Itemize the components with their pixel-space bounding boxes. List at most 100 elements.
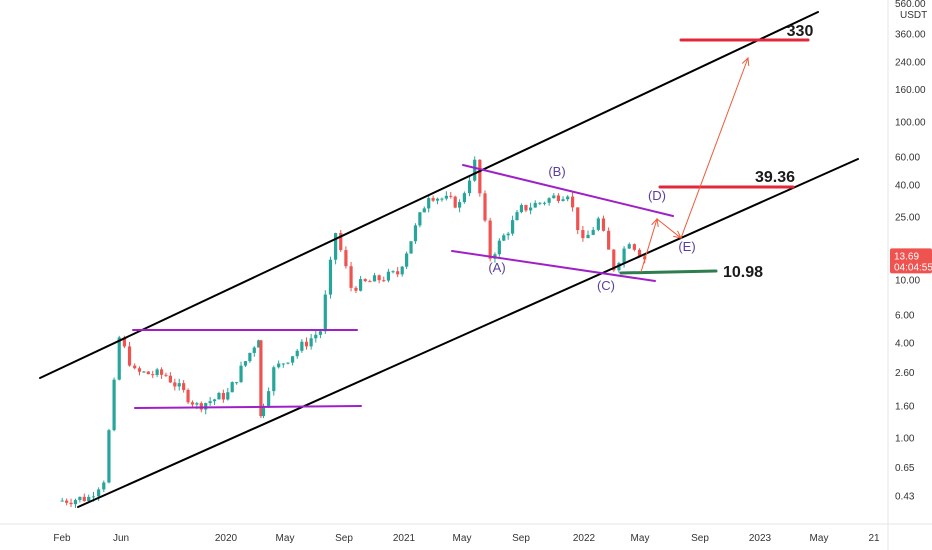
forecast-arrow-target — [741, 56, 750, 67]
candle-body — [97, 489, 101, 497]
price-tick-label: 2.60 — [895, 368, 915, 379]
candle-body — [78, 496, 82, 501]
candle-body — [146, 371, 150, 375]
candle-body — [596, 218, 600, 230]
candle-body — [295, 350, 299, 357]
candle-body — [173, 382, 177, 387]
wave-label: (A) — [488, 260, 505, 275]
candle-body — [226, 392, 230, 400]
candle-body — [538, 202, 542, 204]
candle-body — [473, 159, 477, 181]
currency-label: USDT — [900, 10, 927, 21]
candle-body — [328, 259, 333, 295]
candle-body — [339, 233, 343, 251]
candle-body — [386, 271, 391, 281]
price-tick-label: 4.00 — [895, 338, 915, 349]
candle-body — [239, 365, 243, 383]
candle-body — [542, 202, 547, 204]
triangle-upper-line — [462, 164, 674, 217]
annotations: (A) (B) (C) (D) (E) 330 39.36 10.98 — [488, 23, 813, 293]
candle-body — [502, 235, 506, 241]
candle-body — [73, 500, 78, 505]
candle-body — [561, 199, 565, 202]
candle-body — [576, 207, 580, 231]
candle-body — [82, 496, 86, 502]
candle-body — [556, 195, 561, 202]
drawings — [39, 11, 859, 508]
range-bottom-line — [134, 405, 362, 409]
candle-body — [217, 393, 221, 400]
candle-body — [453, 196, 457, 208]
time-tick-label: 21 — [868, 533, 880, 544]
candle-body — [363, 279, 367, 282]
candle-body — [127, 346, 132, 366]
candle-body — [524, 205, 528, 211]
candle-body — [601, 218, 606, 231]
time-axis[interactable]: Feb Jun 2020 May Sep 2021 May Sep 2022 May Sep 2023… — [0, 523, 932, 544]
wave-label: (D) — [648, 188, 666, 203]
candle-body — [382, 280, 386, 282]
candle-body — [212, 399, 217, 402]
time-tick-label: Sep — [691, 533, 709, 544]
channel-upper-line — [39, 11, 819, 379]
candle-body — [314, 334, 318, 339]
time-tick-label: May — [631, 533, 650, 544]
time-tick-label: May — [453, 533, 472, 544]
candle-body — [177, 383, 181, 387]
candle-body — [195, 403, 199, 405]
candle-body — [497, 240, 501, 255]
candle-body — [478, 159, 482, 194]
candle-body — [519, 205, 524, 213]
forecast-arrow-e — [673, 230, 682, 239]
price-tick-label: 0.65 — [895, 463, 915, 474]
candle-body — [168, 375, 172, 383]
candle-body — [391, 271, 395, 273]
forecast-arrow-d — [651, 217, 659, 227]
level-label: 39.36 — [755, 169, 795, 186]
candle-body — [622, 248, 626, 264]
candle-body — [422, 208, 426, 213]
candle-body — [547, 198, 551, 203]
candle-body — [248, 352, 252, 362]
candle-body — [349, 266, 353, 288]
candle-body — [449, 195, 453, 197]
candle-body — [243, 361, 248, 366]
candle-body — [117, 337, 121, 380]
candle-body — [637, 249, 642, 257]
candle-body — [612, 249, 616, 271]
time-tick-label: May — [810, 533, 829, 544]
candle-body — [570, 196, 575, 208]
candle-body — [290, 356, 295, 363]
time-tick-label: 2021 — [393, 533, 416, 544]
candle-body — [462, 193, 466, 203]
candle-body — [632, 244, 636, 250]
currency-label-bg — [892, 8, 930, 21]
candle-body — [257, 340, 261, 348]
candle-body — [60, 500, 64, 502]
candle-body — [137, 368, 142, 372]
candle-body — [444, 195, 448, 199]
candle-body — [431, 198, 435, 201]
candle-body — [309, 338, 313, 347]
candle-body — [318, 331, 323, 335]
candle-body — [122, 337, 126, 347]
level-label: 330 — [787, 23, 814, 40]
candle-body — [65, 500, 69, 503]
triangle-lower-line — [451, 250, 656, 282]
time-tick-label: 2022 — [573, 533, 596, 544]
time-tick-label: 2023 — [749, 533, 772, 544]
candle-body — [182, 383, 186, 390]
last-price-tag-bg — [890, 248, 932, 274]
price-tick-label: 0.43 — [895, 492, 915, 503]
candle-body — [281, 363, 285, 365]
candle-body — [102, 482, 106, 490]
candle-body — [142, 371, 146, 373]
time-tick-label: May — [276, 533, 295, 544]
candle-body — [510, 220, 515, 234]
candle-body — [607, 230, 611, 250]
level-label: 10.98 — [723, 264, 763, 281]
candle-body — [405, 253, 409, 267]
